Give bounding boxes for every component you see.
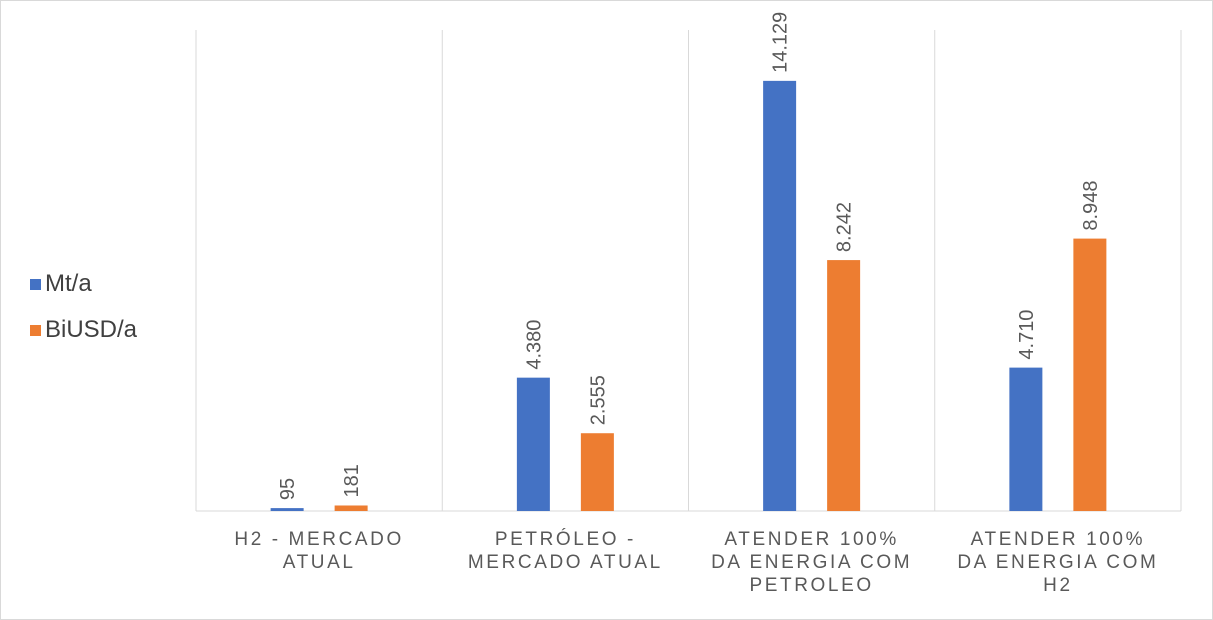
bar-mt-3 [763,80,797,512]
category-label-1-line-2: ATUAL [283,552,356,573]
bar-mt-1 [270,508,304,511]
category-label-4-line-3: H2 [1043,575,1073,596]
legend-swatch-biusd [30,324,41,336]
category-label-1-line-1: H2 - MERCADO [234,529,404,550]
category-label-3-line-2: DA ENERGIA COM [711,552,912,573]
bar-mt-2 [516,377,550,511]
legend-label-mt: Mt/a [45,270,92,297]
bar-biusd-1 [334,505,368,511]
category-label-4-line-1: ATENDER 100% [971,529,1145,550]
data-label-mt-3: 14.129 [770,12,792,73]
data-label-mt-1: 95 [277,478,299,500]
legend-item-mt: Mt/a [30,270,137,297]
bar-biusd-4 [1073,238,1107,511]
data-label-biusd-3: 8.242 [834,202,856,252]
category-label-3-line-3: PETROLEO [749,575,873,596]
category-label-3-line-1: ATENDER 100% [724,529,898,550]
legend-item-biusd: BiUSD/a [30,316,138,343]
legend-swatch-mt [30,278,41,290]
bar-mt-4 [1009,367,1043,511]
bar-biusd-2 [580,433,614,511]
bar-biusd-3 [827,260,861,511]
legend: Mt/a BiUSD/a [30,270,138,364]
category-label-2-line-1: PETRÓLEO - [495,528,636,550]
category-label-2-line-2: MERCADO ATUAL [468,552,663,573]
legend-label-biusd: BiUSD/a [45,316,138,343]
data-label-mt-2: 4.380 [523,320,545,370]
category-label-4-line-2: DA ENERGIA COM [957,552,1158,573]
data-label-biusd-1: 181 [341,464,363,497]
data-label-biusd-2: 2.555 [587,375,609,425]
data-label-biusd-4: 8.948 [1080,181,1102,231]
data-label-mt-4: 4.710 [1016,310,1038,360]
